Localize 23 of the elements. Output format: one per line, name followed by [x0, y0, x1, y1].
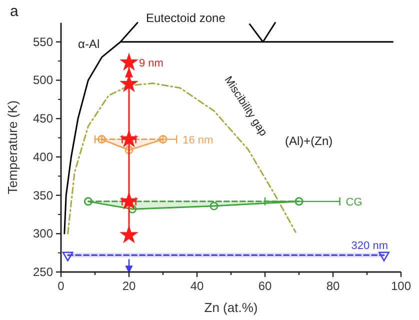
y-axis-title: Temperature (K): [5, 100, 20, 194]
x-tick-label: 60: [258, 279, 272, 293]
x-tick-label: 80: [326, 279, 340, 293]
x-axis-title: Zn (at.%): [204, 300, 258, 315]
x-tick-label: 20: [122, 279, 136, 293]
y-tick-label: 300: [32, 226, 54, 241]
y-tick-label: 450: [32, 112, 54, 126]
text: a: [10, 3, 19, 20]
y-tick-label: 550: [32, 34, 54, 49]
y-tick-label: 500: [32, 73, 54, 88]
annotation: (Al)+(Zn): [285, 134, 333, 148]
x-tick-label: 40: [190, 279, 204, 293]
text: CG: [346, 196, 362, 208]
series-label: 320 nm: [351, 240, 388, 252]
y-tick-label: 400: [32, 150, 54, 164]
y-tick-label: 250: [32, 265, 54, 279]
y-tick-label: 350: [32, 188, 54, 202]
series-label: 16 nm: [182, 134, 214, 146]
annotation: Eutectoid zone: [146, 11, 226, 25]
x-tick-label: 0: [58, 279, 65, 293]
annotation: α-Al: [78, 37, 100, 51]
series-label: 9 nm: [139, 58, 164, 70]
x-tick-label: 100: [390, 279, 412, 293]
